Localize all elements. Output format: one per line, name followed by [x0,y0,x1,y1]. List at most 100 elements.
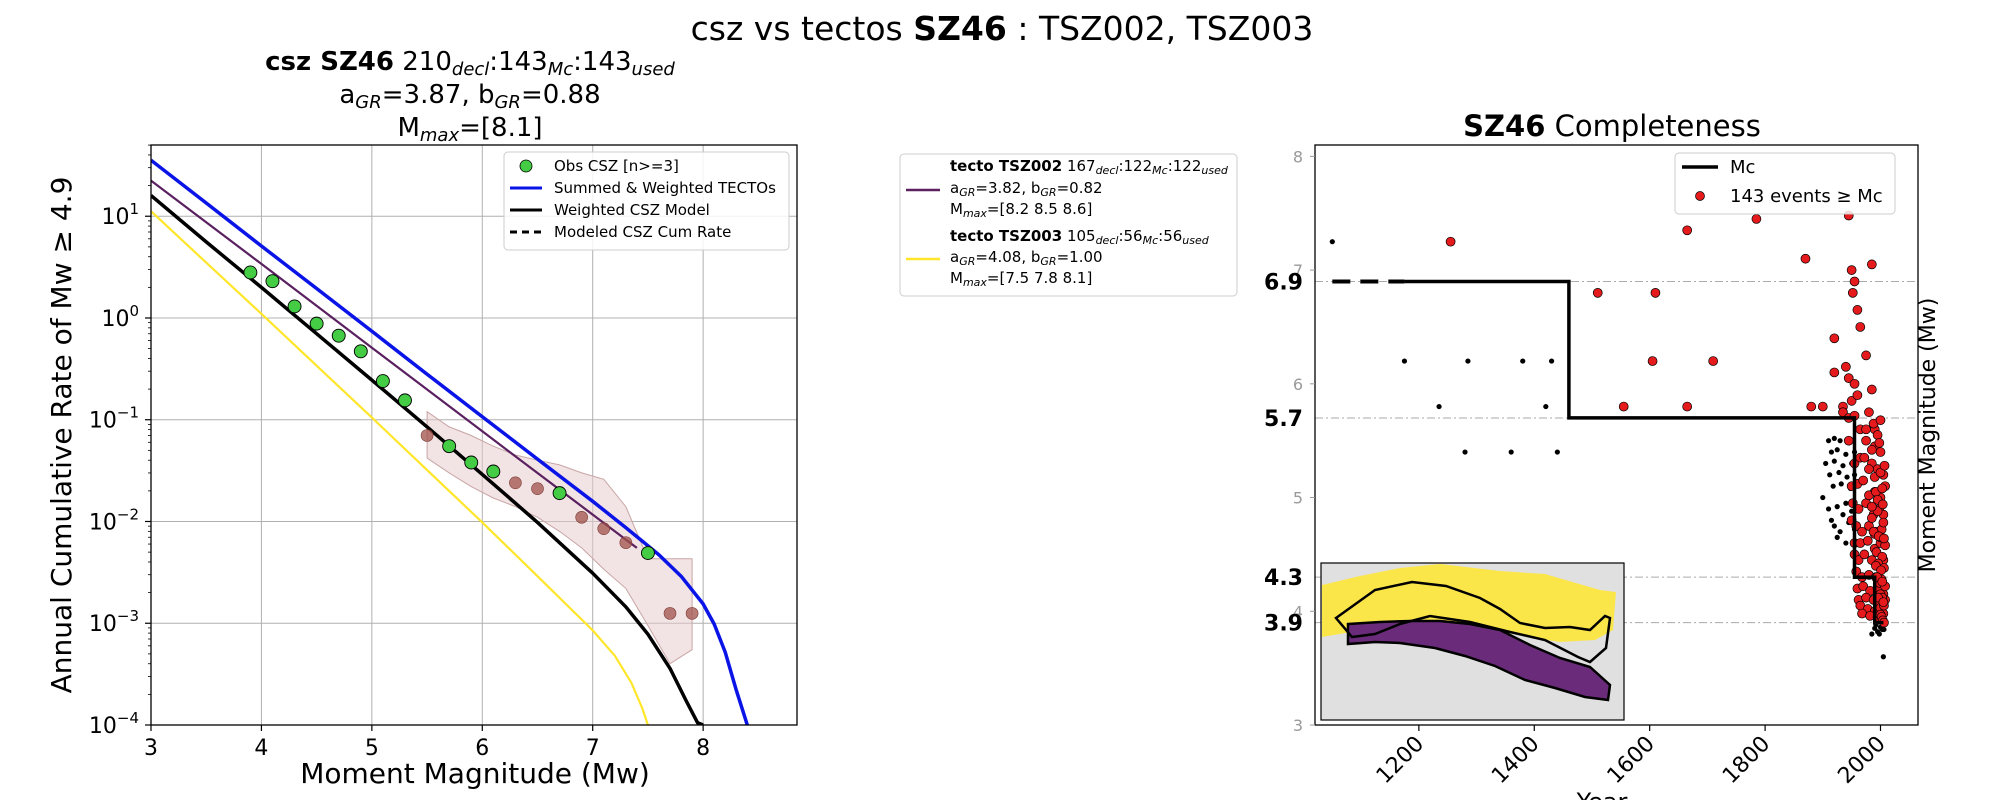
event-above-mc [1843,435,1854,446]
tecto-legend: tecto TSZ002 167decl:122Mc:122used aGR=3… [899,153,1238,297]
obs-point [243,265,258,280]
event-above-mc [1866,259,1877,270]
event-below-mc [1830,483,1836,489]
event-below-mc [1881,626,1887,633]
series-line-tecto-tsz003 [151,210,649,725]
tecto-tsz002-b-sub: GR [1040,186,1056,199]
event-above-mc [1857,526,1867,537]
tecto-tsz003-count-decl: 105 [1067,227,1096,245]
completeness-y-axis-label: Moment Magnitude (Mw) [1916,298,1941,573]
tecto-tsz002-count-mc: 122 [1124,157,1153,175]
event-above-mc [1859,452,1870,463]
obs-point-faded [509,476,522,490]
event-above-mc [1858,475,1869,486]
completeness-mc-step [1332,279,1884,625]
event-below-mc [1543,403,1549,410]
completeness-mc-tick-label: 5.7 [1264,407,1303,432]
event-above-mc [1647,356,1658,366]
legend-marker-events [1695,191,1705,201]
mfd-observed-points [243,265,699,620]
event-above-mc [1866,513,1877,523]
tecto-tsz002-line3: Mmax=[8.2 8.5 8.6] [950,200,1092,220]
mfd-legend-box [503,151,790,251]
figure-title-zone: SZ46 [913,9,1007,48]
completeness-plot-frame [1314,144,1919,726]
mfd-title-sub-used: used [632,59,676,80]
event-above-mc [1872,430,1883,440]
mfd-title-sub-decl: decl [452,59,489,80]
tecto-tsz003-line2: aGR=4.08, bGR=1.00 [950,248,1103,268]
mfd-title-line3: Mmax=[8.1] [397,113,542,146]
event-below-mc [1827,472,1833,478]
event-above-mc [1817,401,1828,412]
completeness-x-tick-label: 2000 [1833,732,1890,789]
obs-point-faded [597,522,611,535]
mfd-y-tick-label: 10−2 [89,505,139,535]
event-above-mc [1877,499,1888,510]
tecto-tsz003-count-used: 56 [1163,227,1182,245]
event-below-mc [1554,449,1560,455]
completeness-y-tick-label: 7 [1293,261,1303,280]
tecto-tsz002-sub-decl: decl [1096,164,1119,177]
event-above-mc [1829,367,1840,378]
event-above-mc [1846,396,1857,406]
event-below-mc [1876,631,1882,637]
tecto-tsz002-sub-mc: Mc [1152,164,1168,177]
mfd-x-tick-label: 8 [696,736,710,761]
event-below-mc [1834,504,1840,510]
event-below-mc [1825,506,1832,512]
event-below-mc [1436,403,1442,410]
mfd-y-tick-label: 10−4 [89,709,139,739]
event-above-mc [1829,333,1840,344]
event-below-mc [1329,239,1335,245]
mfd-title-line2: aGR=3.87, bGR=0.88 [339,80,600,113]
event-above-mc [1866,444,1877,455]
mfd-title-mmax-value: =[8.1] [459,113,542,143]
event-below-mc [1508,449,1514,455]
event-above-mc [1650,287,1661,298]
event-above-mc [1875,415,1886,426]
legend-label-obs: Obs CSZ [n>=3] [554,157,679,175]
event-above-mc [1878,517,1889,528]
obs-point-faded [685,607,699,620]
inset-zone-outline [1334,580,1612,664]
mfd-y-axis-label: Annual Cumulative Rate of Mw ≥ 4.9 [45,177,78,694]
event-below-mc [1844,474,1850,480]
mfd-y-tick-label: 10−1 [89,404,139,434]
mfd-x-axis-label: Moment Magnitude (Mw) [300,757,650,790]
tecto-tsz002-a-label: a [950,179,959,197]
event-below-mc [1820,494,1826,501]
event-above-mc [1864,464,1874,474]
event-above-mc [1877,483,1888,494]
completeness-mc-tick-label: 6.9 [1264,270,1303,295]
event-below-mc [1834,447,1840,453]
mfd-title-m-label: M [397,113,419,143]
tecto-tsz003-a-sub: GR [959,255,975,268]
mfd-series-lines [151,158,749,725]
tecto-tsz003-sub-mc: Mc [1143,234,1159,247]
tecto-tsz002-a-sub: GR [959,186,975,199]
event-above-mc [1861,424,1871,435]
completeness-y-tick-label: 5 [1293,489,1303,508]
mfd-x-tick-label: 4 [254,736,268,761]
figure-title-suffix: : TSZ002, TSZ003 [1017,9,1313,48]
completeness-x-tick-label: 1600 [1603,732,1660,789]
obs-point-faded [420,429,434,442]
obs-point [464,455,479,470]
figure-title: csz vs tectos SZ46 : TSZ002, TSZ003 [691,9,1314,48]
event-below-mc [1840,512,1846,518]
completeness-title-zone: SZ46 [1463,109,1545,143]
obs-point [640,546,655,560]
mfd-title-count-decl: 210 [402,47,452,77]
tecto-tsz003-sub-used: used [1182,234,1209,247]
completeness-panel: SZ46 Completeness 1200 1400 1600 1800 2000 3… [1264,109,1941,800]
tecto-tsz002-m-sub: max [963,207,987,220]
completeness-x-tick-label: 1400 [1487,732,1544,789]
event-above-mc [1751,214,1762,224]
tecto-tsz003-line3: Mmax=[7.5 7.8 8.1] [950,269,1092,289]
mfd-y-tick-label: 10−3 [89,607,139,637]
legend-label-tectos: Summed & Weighted TECTOs [554,179,776,197]
mfd-title-sub-mc: Mc [548,59,574,80]
obs-point [309,316,324,331]
mfd-x-tick-label: 6 [475,736,489,761]
